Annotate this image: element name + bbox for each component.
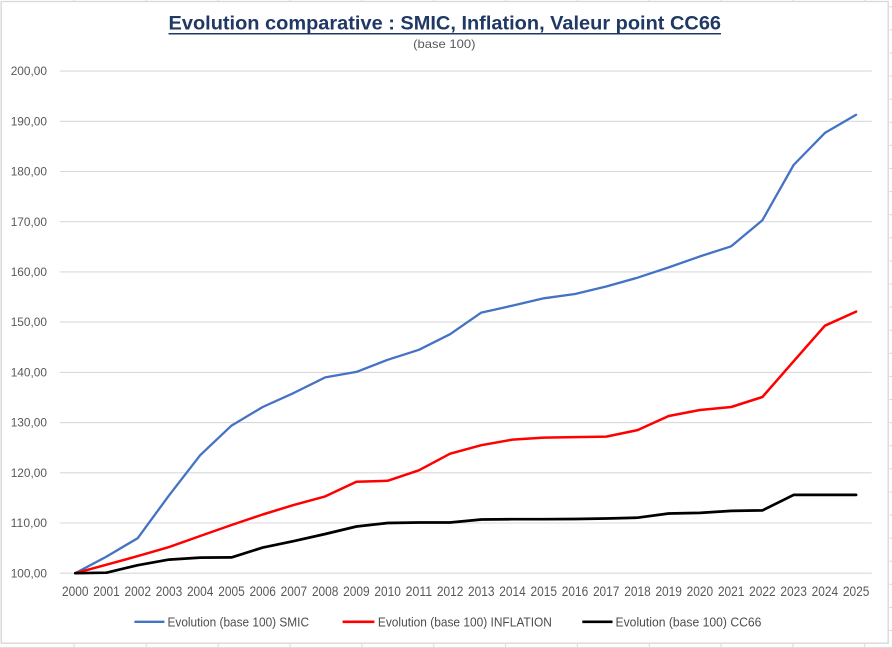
svg-text:Evolution (base 100) SMIC: Evolution (base 100) SMIC	[168, 614, 310, 629]
svg-text:2025: 2025	[843, 584, 870, 599]
svg-text:2017: 2017	[593, 584, 620, 599]
svg-text:190,00: 190,00	[11, 114, 48, 128]
svg-text:2004: 2004	[187, 584, 214, 599]
svg-text:2013: 2013	[468, 584, 495, 599]
svg-text:2002: 2002	[125, 584, 152, 599]
svg-text:130,00: 130,00	[11, 416, 48, 430]
svg-text:2007: 2007	[281, 584, 308, 599]
svg-text:2005: 2005	[218, 584, 245, 599]
svg-text:140,00: 140,00	[11, 366, 48, 380]
svg-text:2024: 2024	[812, 584, 839, 599]
svg-text:200,00: 200,00	[11, 64, 48, 78]
svg-text:2014: 2014	[499, 584, 526, 599]
svg-text:Evolution comparative : SMIC,: Evolution comparative : SMIC, Inflation,…	[169, 13, 722, 35]
svg-text:180,00: 180,00	[11, 165, 48, 179]
svg-text:2008: 2008	[312, 584, 339, 599]
svg-text:2010: 2010	[374, 584, 401, 599]
svg-text:2016: 2016	[562, 584, 589, 599]
svg-text:2021: 2021	[718, 584, 745, 599]
svg-text:2023: 2023	[780, 584, 807, 599]
svg-text:100,00: 100,00	[11, 566, 48, 580]
svg-text:(base 100): (base 100)	[413, 37, 475, 51]
svg-text:150,00: 150,00	[11, 315, 48, 329]
svg-text:2022: 2022	[749, 584, 776, 599]
svg-text:160,00: 160,00	[11, 265, 48, 279]
svg-text:120,00: 120,00	[11, 466, 48, 480]
svg-text:Evolution (base 100) INFLATION: Evolution (base 100) INFLATION	[378, 614, 552, 629]
svg-text:2019: 2019	[655, 584, 682, 599]
svg-text:Evolution (base 100) CC66: Evolution (base 100) CC66	[616, 614, 762, 629]
svg-text:2009: 2009	[343, 584, 370, 599]
svg-text:2011: 2011	[406, 584, 433, 599]
svg-text:2000: 2000	[62, 584, 89, 599]
svg-text:2018: 2018	[624, 584, 651, 599]
svg-text:2001: 2001	[93, 584, 120, 599]
svg-text:2003: 2003	[156, 584, 183, 599]
svg-text:2012: 2012	[437, 584, 464, 599]
svg-text:2020: 2020	[687, 584, 714, 599]
svg-text:2006: 2006	[249, 584, 276, 599]
svg-text:110,00: 110,00	[11, 516, 48, 530]
svg-text:170,00: 170,00	[11, 215, 48, 229]
svg-text:2015: 2015	[531, 584, 558, 599]
